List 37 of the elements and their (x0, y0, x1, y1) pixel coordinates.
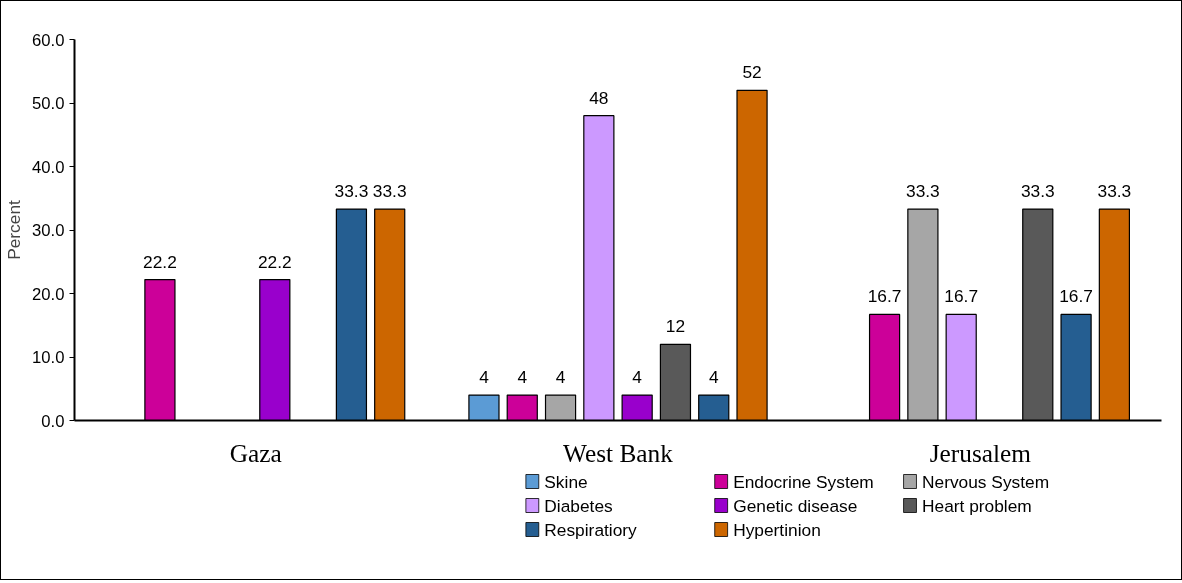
legend-label: Skine (544, 471, 588, 492)
data-label: 12 (665, 316, 686, 337)
legend-label: Hypertinion (733, 519, 821, 540)
data-label: 22.2 (143, 251, 177, 272)
data-label: 4 (479, 367, 490, 388)
y-tick-label: 30.0 (32, 221, 65, 240)
data-label: 33.3 (1097, 181, 1132, 202)
data-label: 33.3 (372, 181, 407, 202)
data-label: 16.7 (867, 286, 902, 307)
legend-label: Genetic disease (733, 495, 858, 516)
data-label: 4 (517, 367, 528, 388)
y-tick-label: 10.0 (32, 348, 65, 367)
data-label: 16.7 (944, 286, 979, 307)
data-label: 48 (589, 87, 609, 108)
data-label: 33.3 (906, 181, 940, 202)
data-label: 16.7 (1059, 286, 1093, 307)
legend-label: Respiratiory (544, 519, 638, 540)
data-label: 33.3 (334, 181, 369, 202)
data-label: 4 (632, 367, 643, 388)
y-tick-label: 20.0 (32, 284, 65, 304)
y-tick-label: 0.0 (41, 411, 65, 431)
data-label: 4 (555, 367, 566, 388)
data-label: 33.3 (1020, 181, 1055, 202)
data-label: 4 (708, 367, 719, 388)
legend-label: Diabetes (544, 495, 614, 516)
y-axis-title: Percent (4, 199, 25, 260)
legend-label: Endocrine System (733, 471, 874, 492)
y-tick-label: 40.0 (32, 157, 65, 177)
legend-label: Heart problem (921, 495, 1032, 516)
x-tick-label: West Bank (563, 438, 674, 467)
data-label: 22.2 (257, 251, 292, 272)
legend-label: Nervous System (921, 471, 1050, 492)
x-tick-label: Jerusalem (929, 438, 1032, 467)
data-label: 52 (742, 62, 762, 83)
y-tick-label: 50.0 (32, 94, 65, 113)
x-tick-label: Gaza (229, 438, 282, 467)
y-tick-label: 60.0 (32, 30, 65, 50)
